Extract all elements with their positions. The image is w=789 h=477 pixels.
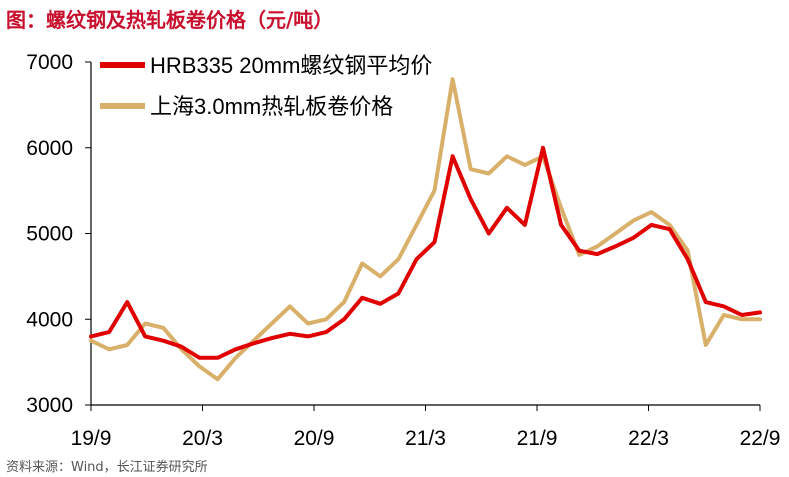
x-tick-label: 21/9	[517, 427, 558, 450]
legend-label-hotroll: 上海3.0mm热轧板卷价格	[150, 94, 393, 119]
series-layer	[89, 77, 762, 382]
x-tick-label: 20/3	[182, 427, 223, 450]
source-note: 资料来源：Wind，长江证券研究所	[6, 460, 208, 475]
x-tick-label: 22/3	[628, 427, 669, 450]
y-tick-label: 4000	[26, 308, 73, 331]
y-tick-label: 6000	[26, 137, 73, 160]
x-tick-label: 22/9	[740, 427, 781, 450]
series-line-hotroll	[89, 77, 762, 382]
x-axis: 19/9 20/3 20/9 21/3 21/9 22/3 22/9	[71, 404, 781, 450]
x-tick-label: 19/9	[71, 427, 112, 450]
y-axis: 3000 4000 5000 6000 7000	[26, 51, 92, 417]
legend-label-rebar: HRB335 20mm螺纹钢平均价	[150, 53, 432, 78]
x-tick-label: 21/3	[405, 427, 446, 450]
figure-title: 图：螺纹钢及热轧板卷价格（元/吨）	[6, 8, 334, 32]
legend: HRB335 20mm螺纹钢平均价 上海3.0mm热轧板卷价格	[100, 53, 432, 119]
y-tick-label: 5000	[26, 223, 73, 246]
series-line-rebar	[89, 145, 762, 360]
x-tick-label: 20/9	[294, 427, 335, 450]
y-tick-label: 7000	[26, 51, 73, 74]
y-tick-label: 3000	[26, 394, 73, 417]
